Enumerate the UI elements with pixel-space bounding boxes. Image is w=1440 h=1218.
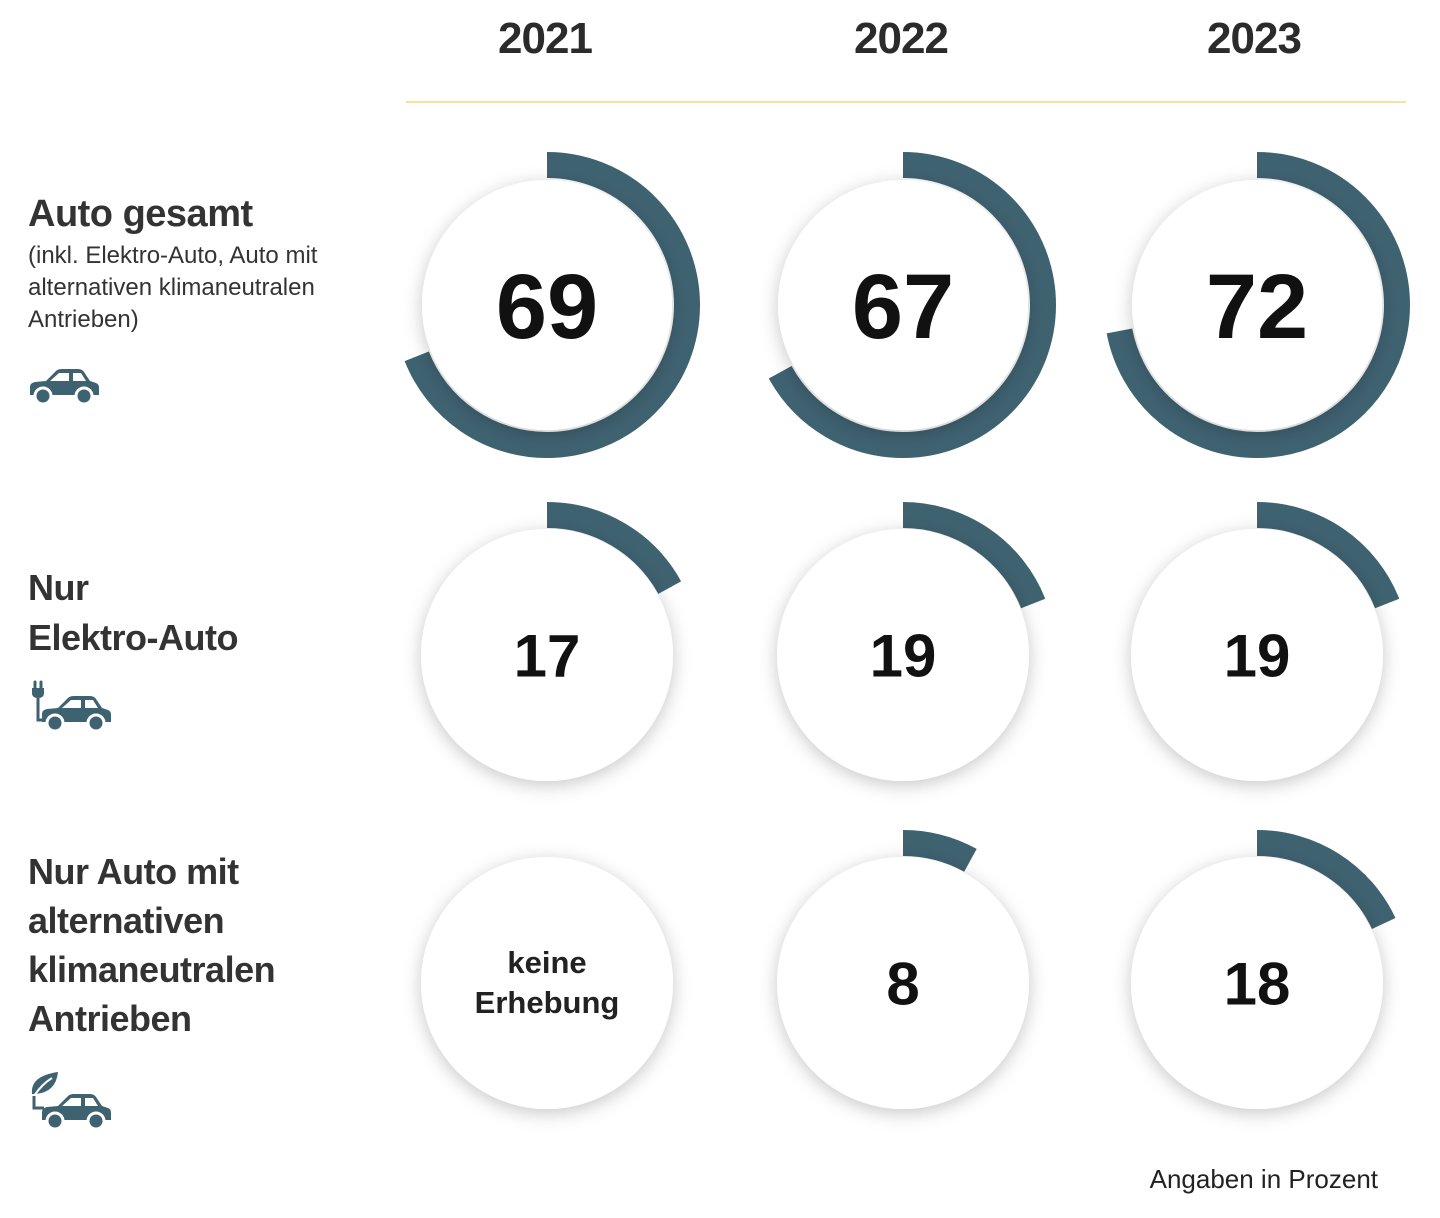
row-label-auto-gesamt: Auto gesamt [28,194,253,234]
value-disc-2023 [1131,529,1383,781]
row-title-line: Antrieben [28,998,192,1039]
value-label-2023: 19 [1224,623,1291,690]
value-label-2023: 72 [1206,256,1308,358]
progress-arc-2023 [1104,152,1410,458]
progress-arc-2022 [750,502,1056,808]
progress-arc-2022 [750,830,1056,1136]
value-label-2021: 17 [514,623,581,690]
row-title-line: alternativen [28,900,225,941]
row-title-line: Elektro-Auto [28,617,239,658]
no-data-label: Erhebung [475,985,620,1020]
row-title-line: Nur [28,567,89,608]
row-subtitle-auto-gesamt: (inkl. Elektro-Auto, Auto mit alternativ… [28,240,388,336]
eco-car-icon [31,1072,111,1130]
header-divider [406,101,1406,103]
value-disc-2023 [1132,180,1382,430]
value-disc-2023 [1131,857,1383,1109]
row-title-line: klimaneutralen [28,949,276,990]
car-icon [30,369,99,406]
value-label-2023: 18 [1224,951,1291,1018]
progress-arc-2021 [394,152,700,458]
value-label-2022: 8 [886,951,919,1018]
row-title-line: Auto gesamt [28,193,253,235]
value-disc-2022 [777,529,1029,781]
year-header-2022: 2022 [854,14,949,63]
value-disc-2021 [422,180,672,430]
value-label-2022: 67 [852,256,954,358]
value-label-2021: 69 [496,256,598,358]
progress-arc-2021 [394,502,700,808]
row-subtitle-line: Antrieben) [28,306,139,333]
row-subtitle-line: (inkl. Elektro-Auto, Auto mit [28,242,318,269]
year-header-2021: 2021 [498,14,593,63]
value-label-2022: 19 [870,623,937,690]
no-data-label: keine [507,945,586,980]
row-title-line: Nur Auto mit [28,851,239,892]
progress-arc-2023 [1104,830,1410,1136]
value-disc-2022 [777,857,1029,1109]
value-disc-2021 [421,857,673,1109]
value-disc-2022 [778,180,1028,430]
row-subtitle-line: alternativen klimaneutralen [28,274,315,301]
electric-car-icon [32,680,111,732]
year-header-2023: 2023 [1207,14,1302,63]
row-label-nur-elektro-auto: Nur Elektro-Auto [28,563,239,663]
progress-arc-2023 [1104,502,1410,808]
value-disc-2021 [421,529,673,781]
progress-arc-2022 [750,152,1056,458]
row-label-nur-auto-alternative-antriebe: Nur Auto mit alternativen klimaneutralen… [28,847,276,1043]
footnote: Angaben in Prozent [1149,1164,1378,1194]
